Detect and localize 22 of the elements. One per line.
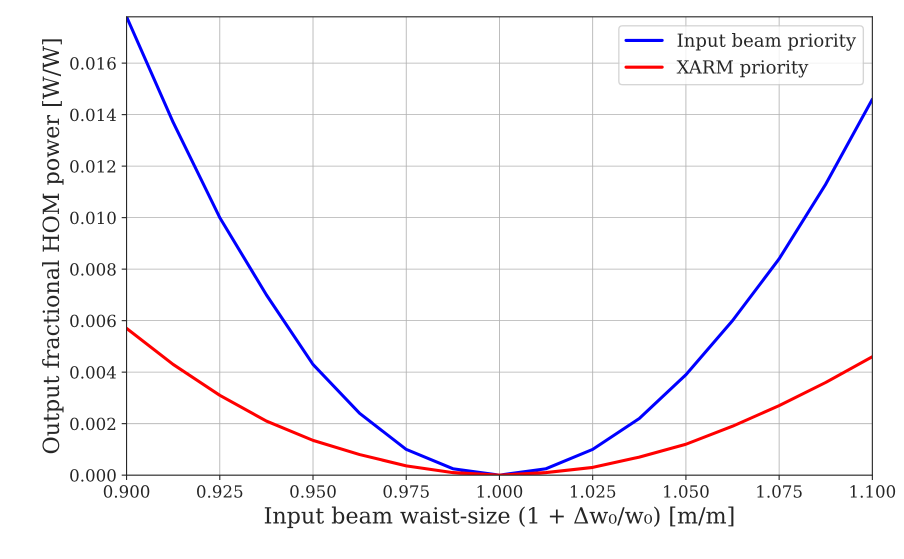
y-tick-label: 0.004 [70, 366, 116, 379]
y-tick-label: 0.014 [70, 108, 116, 122]
x-tick-label: 1.000 [478, 485, 522, 498]
y-tick-label: 0.016 [70, 57, 116, 70]
y-tick-label: 0.000 [70, 469, 116, 482]
x-axis-title: Input beam waist-size (1 + Δw₀/w₀) [m/m] [264, 506, 734, 528]
y-tick-label: 0.002 [70, 418, 116, 430]
y-tick-label: 0.008 [70, 263, 116, 276]
legend-label: XARM priority [676, 60, 808, 78]
y-tick-label: 0.010 [70, 212, 116, 224]
x-tick-label: 0.975 [383, 485, 429, 498]
x-tick-label: 1.050 [664, 485, 709, 498]
x-tick-label: 1.025 [570, 485, 616, 498]
x-tick-label: 0.925 [197, 485, 242, 498]
y-axis-title: Output fractional HOM power [W/W] [42, 39, 64, 454]
x-tick-label: 1.100 [850, 485, 896, 498]
legend-label: Input beam priority [678, 33, 856, 51]
y-tick-label: 0.012 [70, 160, 116, 173]
x-tick-label: 1.075 [757, 485, 802, 498]
y-tick-label: 0.006 [70, 314, 116, 328]
x-tick-label: 0.900 [104, 485, 150, 498]
x-tick-label: 0.950 [290, 485, 336, 498]
